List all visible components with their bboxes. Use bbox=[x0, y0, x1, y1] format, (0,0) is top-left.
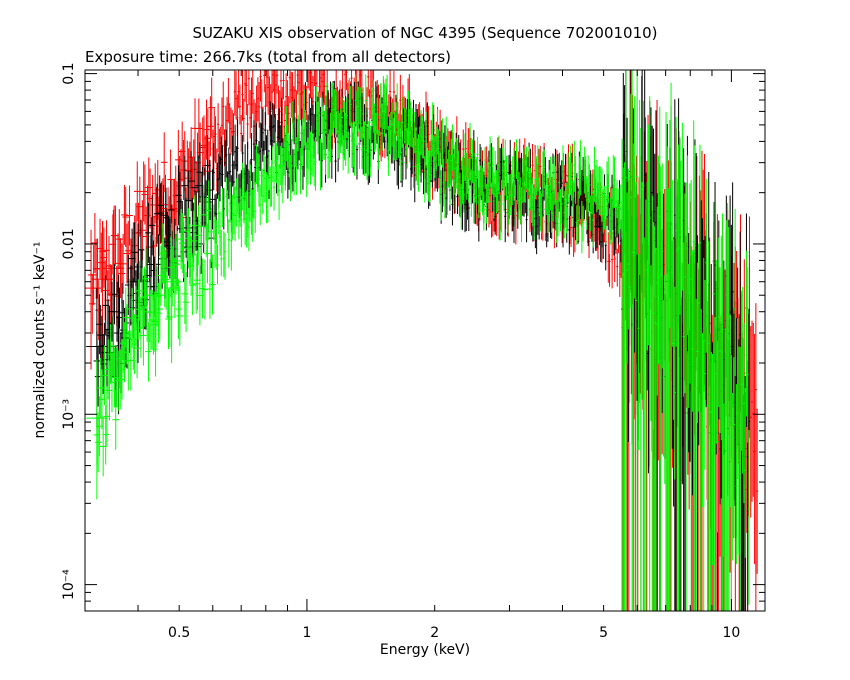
y-axis-label: normalized counts s⁻¹ keV⁻¹ bbox=[32, 241, 48, 438]
y-tick-label: 0.01 bbox=[61, 228, 77, 259]
x-tick-label: 1 bbox=[302, 625, 311, 641]
x-tick-label: 2 bbox=[430, 625, 439, 641]
y-tick-label: 10⁻³ bbox=[61, 399, 77, 430]
chart-subtitle: Exposure time: 266.7ks (total from all d… bbox=[85, 48, 451, 66]
x-tick-label: 10 bbox=[722, 625, 740, 641]
spectrum-series bbox=[85, 70, 759, 611]
x-tick-label: 0.5 bbox=[168, 625, 190, 641]
plot-frame bbox=[84, 69, 766, 612]
y-tick-label: 10⁻⁴ bbox=[61, 569, 77, 600]
x-axis-label: Energy (keV) bbox=[380, 642, 470, 658]
chart-title: SUZAKU XIS observation of NGC 4395 (Sequ… bbox=[192, 24, 657, 42]
y-tick-label: 0.1 bbox=[61, 62, 77, 84]
tick-layer: 0.5 1 2 5 10 0.1 0.01 10⁻³ 10⁻⁴ bbox=[61, 62, 765, 641]
series-layer bbox=[85, 70, 759, 611]
spectrum-series bbox=[86, 70, 751, 611]
x-tick-label: 5 bbox=[599, 625, 608, 641]
